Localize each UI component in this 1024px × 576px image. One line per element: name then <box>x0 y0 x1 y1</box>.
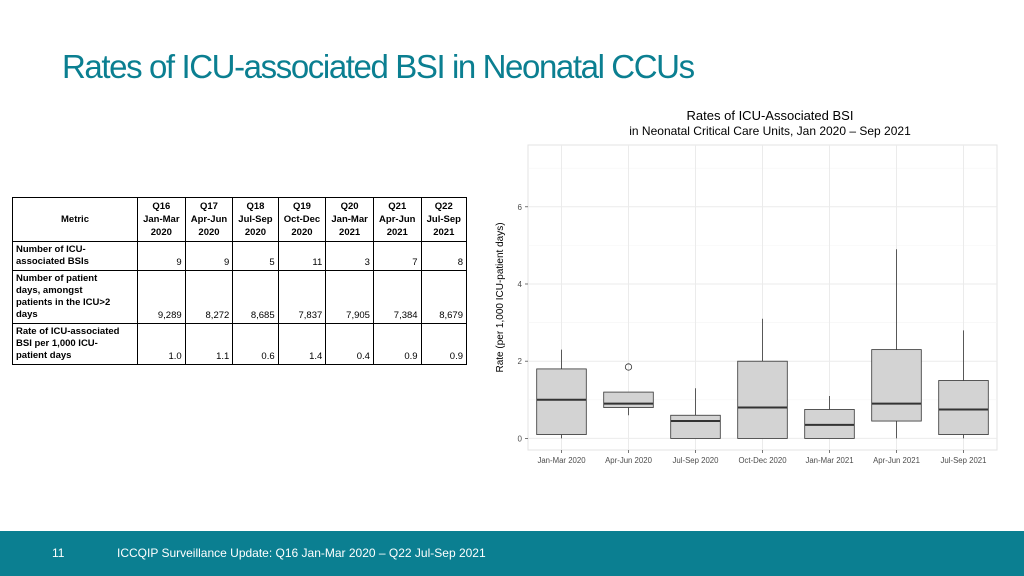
slide-title: Rates of ICU-associated BSI in Neonatal … <box>62 48 695 85</box>
x-tick-label: Apr-Jun 2021 <box>873 456 920 465</box>
outlier-point <box>624 363 633 371</box>
x-tick-label: Jul-Sep 2020 <box>673 456 720 465</box>
table-cell: 7 <box>372 241 422 271</box>
footer-bar: 11 ICCQIP Surveillance Update: Q16 Jan-M… <box>0 531 1024 576</box>
table-cell: 0.6 <box>232 323 279 365</box>
column-header-q19: Q19 Oct-Dec 2020 <box>277 197 327 242</box>
metric-column-header: Metric <box>12 197 138 242</box>
box <box>536 368 587 435</box>
box <box>670 414 721 439</box>
box <box>871 349 922 422</box>
table-cell: 0.9 <box>372 323 422 365</box>
table-cell: 1.4 <box>277 323 327 365</box>
page-number: 11 <box>52 546 65 560</box>
table-cell: 0.4 <box>325 323 374 365</box>
table-cell: 8,272 <box>184 270 234 324</box>
table-cell: 8,679 <box>420 270 468 324</box>
table-cell: 0.9 <box>420 323 468 365</box>
column-header-q22: Q22 Jul-Sep 2021 <box>420 197 468 242</box>
row-label: Number of ICU-associated BSIs <box>12 241 138 271</box>
footer-text: ICCQIP Surveillance Update: Q16 Jan-Mar … <box>117 546 486 560</box>
table-cell: 9 <box>184 241 234 271</box>
row-label: Number of patient days, amongst patients i… <box>12 270 138 324</box>
table-cell: 7,384 <box>372 270 422 324</box>
box <box>603 391 654 408</box>
y-axis-label: Rate (per 1,000 ICU-patient days) <box>495 222 506 372</box>
column-header-q18: Q18 Jul-Sep 2020 <box>232 197 279 242</box>
table-cell: 8 <box>420 241 468 271</box>
y-tick-label: 6 <box>518 203 523 212</box>
table-cell: 11 <box>277 241 327 271</box>
table-cell: 9 <box>137 241 186 271</box>
y-tick-label: 2 <box>518 357 523 366</box>
y-tick-label: 0 <box>518 434 523 443</box>
table-cell: 5 <box>232 241 279 271</box>
column-header-q16: Q16 Jan-Mar 2020 <box>137 197 186 242</box>
x-tick-label: Jul-Sep 2021 <box>941 456 987 465</box>
boxplot-chart: 0 2 4 6 Jan-Mar 2020 Apr-Jun 2020 Jul-Sep 2020… <box>495 108 998 465</box>
table-cell: 7,905 <box>325 270 374 324</box>
chart-subtitle: in Neonatal Critical Care Units, Jan 202… <box>629 124 911 138</box>
column-header-q17: Q17 Apr-Jun 2020 <box>184 197 234 242</box>
table-cell: 9,289 <box>137 270 186 324</box>
y-tick-label: 4 <box>518 280 523 289</box>
table-header-row: Metric Q16 Jan-Mar 2020 Q17 Apr-Jun 2020 Q18… <box>12 197 468 242</box>
box <box>938 380 989 435</box>
table-row: Number of ICU-associated BSIs 9 9 5 11 3… <box>12 241 468 271</box>
column-header-q20: Q20 Jan-Mar 2021 <box>325 197 374 242</box>
table-cell: 3 <box>325 241 374 271</box>
metrics-table: Metric Q16 Jan-Mar 2020 Q17 Apr-Jun 2020 Q18… <box>12 197 468 365</box>
x-tick-label: Oct-Dec 2020 <box>738 456 787 465</box>
x-tick-label: Apr-Jun 2020 <box>605 456 652 465</box>
table-cell: 8,685 <box>232 270 279 324</box>
column-header-q21: Q21 Apr-Jun 2021 <box>372 197 422 242</box>
table-cell: 1.0 <box>137 323 186 365</box>
chart-title: Rates of ICU-Associated BSI <box>687 108 854 123</box>
table-row: Rate of ICU-associated BSI per 1,000 ICU-… <box>12 323 468 365</box>
table-cell: 7,837 <box>277 270 327 324</box>
row-label: Rate of ICU-associated BSI per 1,000 ICU-… <box>12 323 138 365</box>
x-tick-label: Jan-Mar 2021 <box>805 456 853 465</box>
table-row: Number of patient days, amongst patients i… <box>12 270 468 324</box>
table-cell: 1.1 <box>184 323 234 365</box>
x-tick-label: Jan-Mar 2020 <box>537 456 586 465</box>
box <box>737 360 788 439</box>
